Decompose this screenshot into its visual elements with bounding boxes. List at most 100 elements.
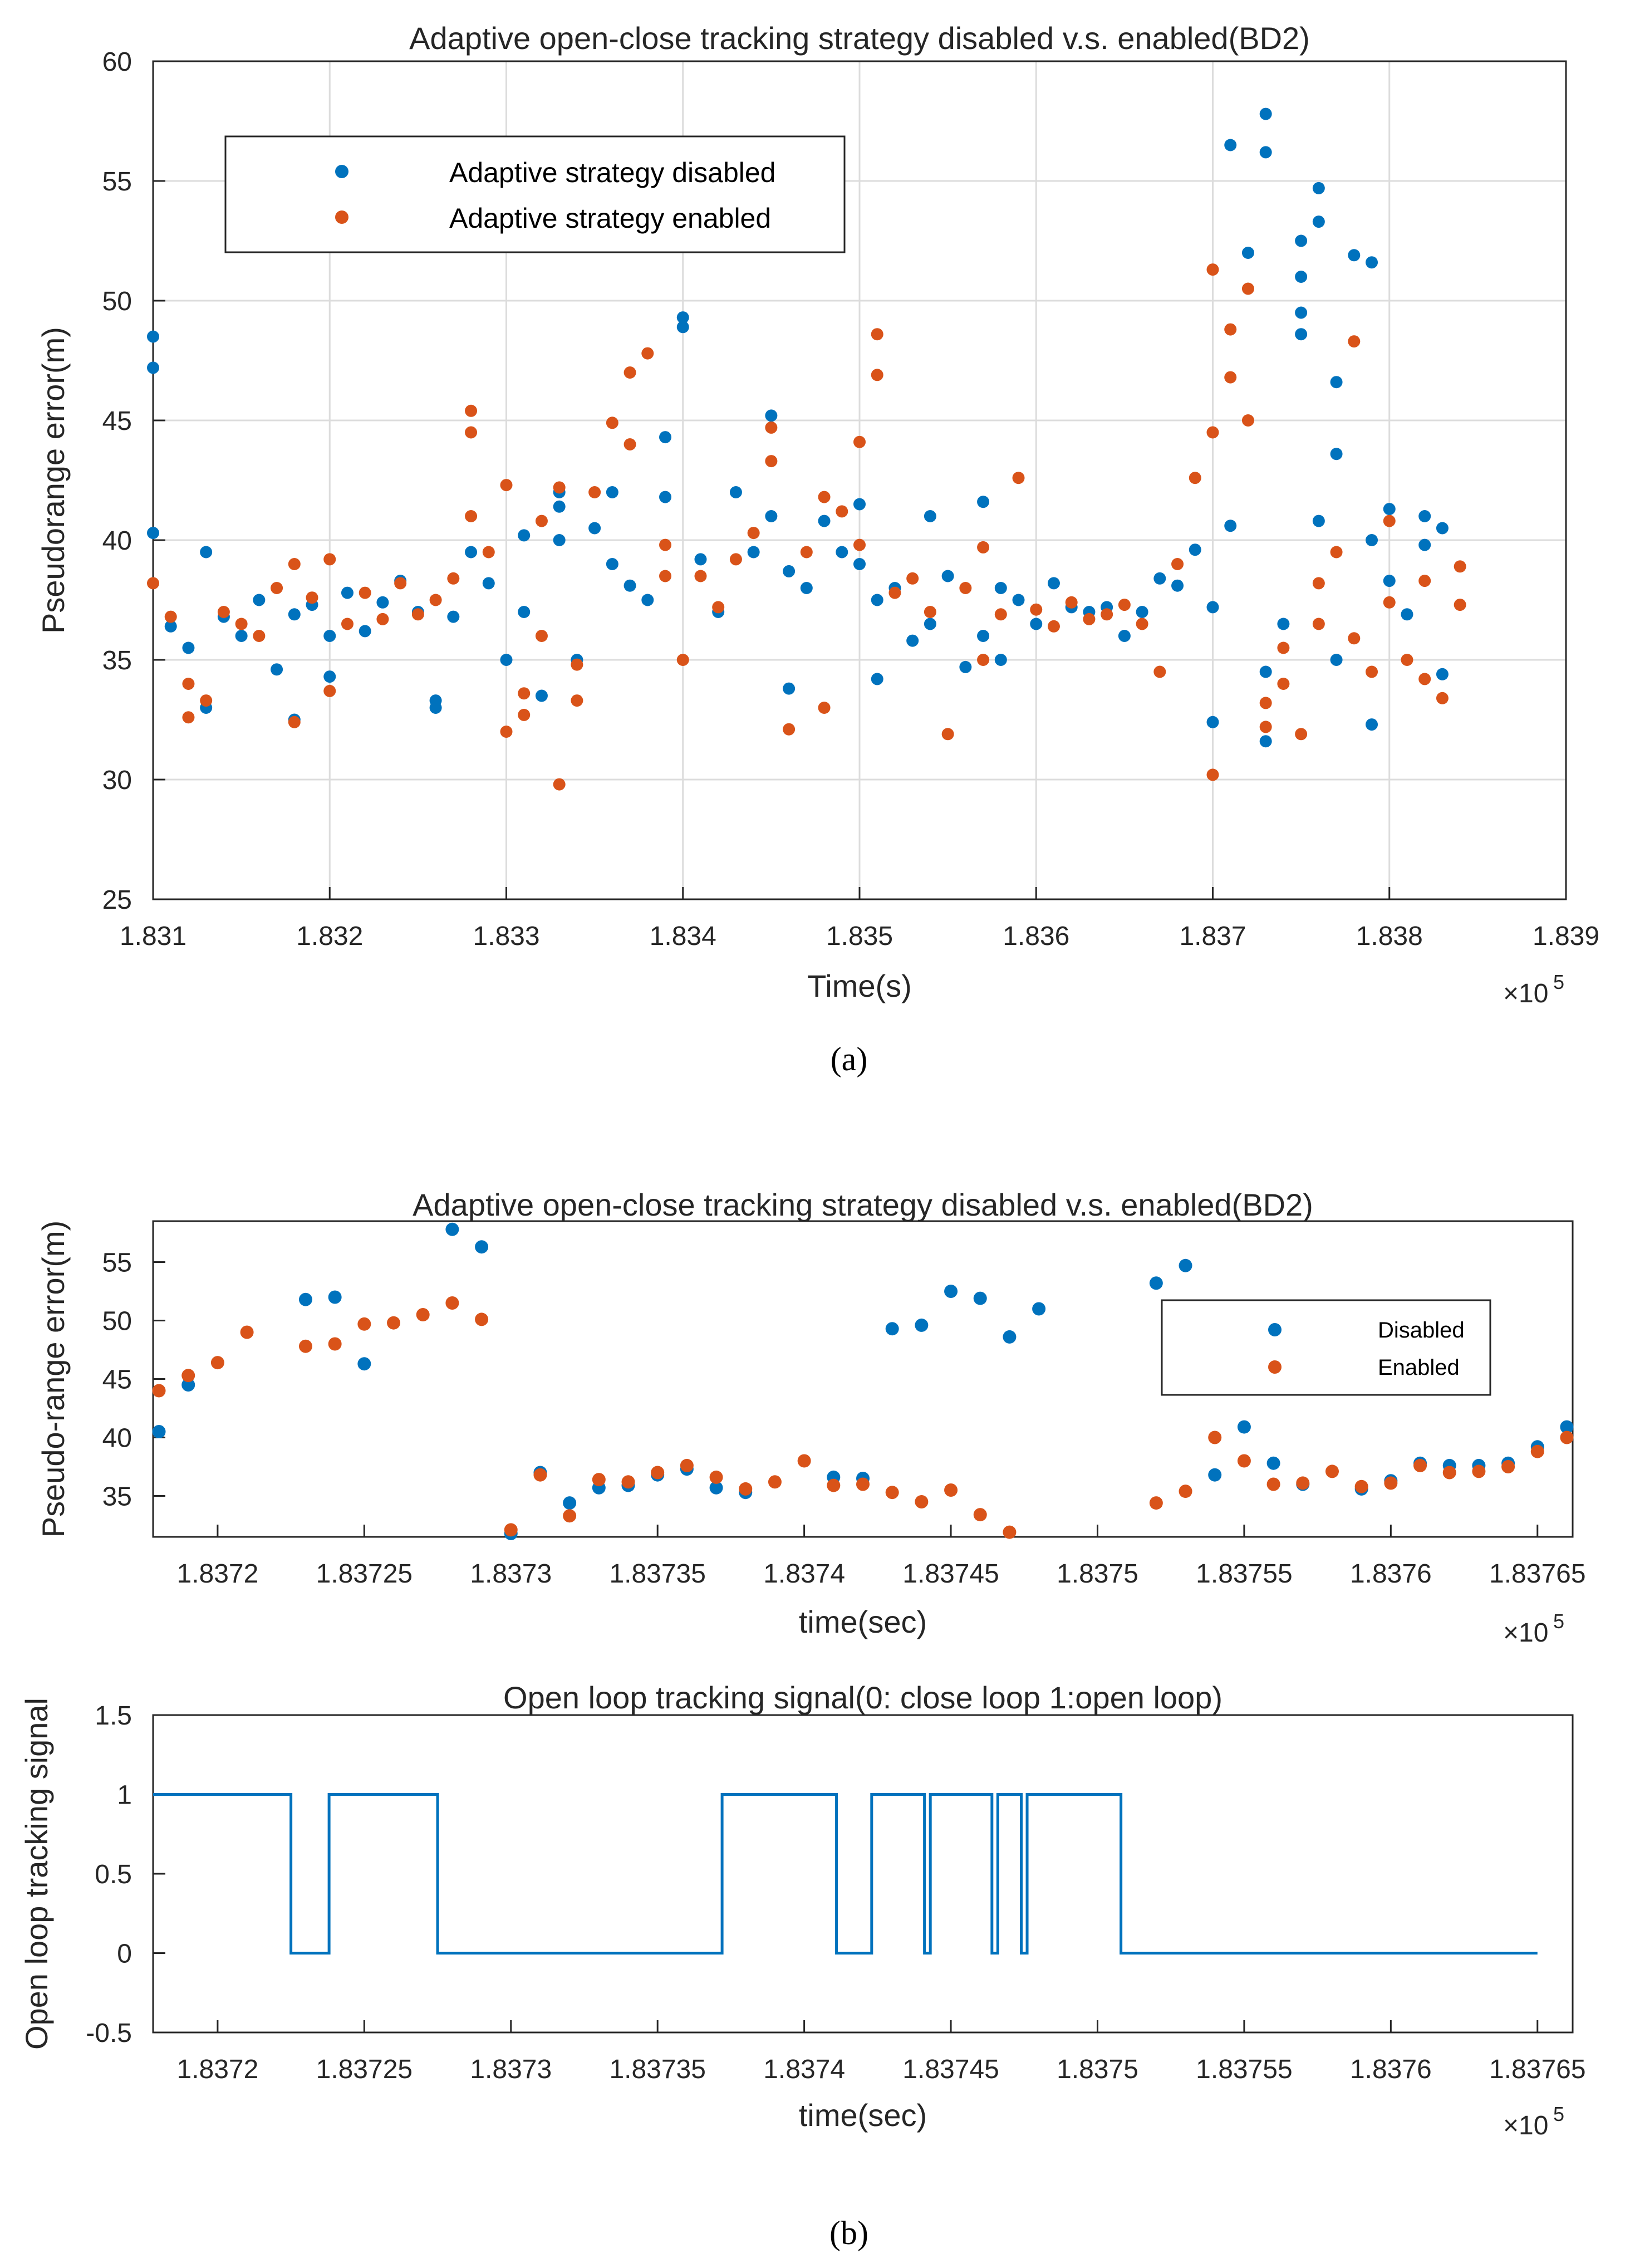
disabled-point	[1383, 575, 1396, 587]
disabled-point	[1295, 271, 1308, 283]
y-tick-label: 0	[117, 1939, 132, 1969]
enabled-point	[1560, 1431, 1574, 1444]
y-tick-label: 40	[102, 1424, 132, 1453]
disabled-point	[181, 1378, 195, 1392]
x-tick-label: 1.8374	[763, 1559, 845, 1589]
disabled-point	[1012, 594, 1025, 606]
enabled-point	[1472, 1464, 1486, 1478]
disabled-point	[641, 594, 654, 606]
disabled-point	[288, 608, 301, 621]
enabled-point	[621, 1475, 635, 1489]
disabled-point	[553, 534, 566, 546]
disabled-point	[944, 1285, 958, 1298]
disabled-point	[535, 689, 548, 702]
enabled-point	[271, 582, 283, 594]
disabled-point	[1259, 665, 1272, 678]
x-tick-label: 1.836	[1003, 922, 1069, 951]
enabled-point	[1171, 558, 1184, 570]
enabled-point	[994, 608, 1007, 621]
disabled-point	[836, 546, 848, 559]
enabled-point	[888, 586, 901, 599]
disabled-point	[977, 630, 990, 642]
enabled-point	[1047, 620, 1060, 633]
enabled-point	[482, 546, 495, 559]
enabled-point	[152, 1384, 166, 1398]
enabled-point	[783, 723, 796, 736]
disabled-point	[694, 553, 707, 566]
disabled-point	[1153, 572, 1166, 585]
chart-b2-x-exponent-base: ×10	[1503, 2111, 1548, 2140]
enabled-point	[588, 486, 601, 498]
enabled-point	[298, 1339, 312, 1353]
y-tick-label: 45	[102, 406, 132, 436]
disabled-point	[298, 1292, 312, 1306]
enabled-point	[465, 404, 478, 417]
enabled-point	[147, 577, 159, 590]
chart-b2-x-exponent: ×10 5	[1503, 2103, 1564, 2140]
enabled-point	[818, 702, 831, 714]
enabled-point	[447, 572, 460, 585]
enabled-point	[1224, 323, 1237, 336]
enabled-point	[836, 505, 848, 518]
chart-a-x-exponent: ×10 5	[1503, 971, 1564, 1008]
enabled-point	[1413, 1458, 1427, 1472]
enabled-point	[800, 546, 813, 559]
disabled-point	[1171, 579, 1184, 592]
x-tick-label: 1.83745	[902, 2055, 999, 2084]
disabled-point	[147, 527, 159, 540]
enabled-point	[885, 1486, 899, 1500]
enabled-point	[1012, 472, 1025, 484]
disabled-point	[357, 1357, 371, 1371]
disabled-point	[973, 1291, 987, 1305]
enabled-point	[797, 1454, 811, 1468]
enabled-point	[959, 582, 972, 594]
enabled-point	[1224, 371, 1237, 384]
enabled-point	[465, 510, 478, 522]
enabled-point	[1383, 515, 1396, 527]
enabled-point	[182, 678, 195, 690]
enabled-point	[553, 481, 566, 494]
chart-b1-legend-label-disabled: Disabled	[1378, 1318, 1465, 1343]
enabled-point	[818, 491, 831, 503]
disabled-point	[994, 582, 1007, 594]
enabled-point	[1206, 426, 1219, 439]
enabled-point	[1366, 665, 1378, 678]
chart-b1-y-label: Pseudo-range error(m)	[36, 1221, 71, 1538]
disabled-point	[959, 660, 972, 673]
disabled-point	[906, 634, 919, 647]
enabled-point	[906, 572, 919, 585]
disabled-point	[1312, 515, 1325, 527]
enabled-point	[606, 417, 618, 429]
enabled-point	[977, 654, 990, 666]
x-tick-label: 1.83765	[1489, 2055, 1586, 2084]
enabled-point	[535, 515, 548, 527]
disabled-point	[518, 606, 531, 618]
enabled-point	[853, 435, 866, 448]
enabled-point	[357, 1317, 371, 1331]
disabled-point	[747, 546, 760, 559]
enabled-point	[1241, 414, 1254, 427]
disabled-point	[323, 670, 336, 683]
y-tick-label: 1	[117, 1781, 132, 1810]
enabled-point	[1118, 599, 1131, 611]
x-tick-label: 1.83745	[902, 1559, 999, 1589]
disabled-point	[924, 510, 936, 522]
chart-b2-plot-frame	[152, 1714, 1574, 2034]
enabled-point	[500, 726, 513, 738]
enabled-point	[680, 1458, 694, 1472]
y-tick-label: 35	[102, 1482, 132, 1512]
y-tick-label: 0.5	[95, 1860, 132, 1889]
enabled-point	[709, 1470, 723, 1484]
chart-a-legend: Adaptive strategy disabled Adaptive stra…	[224, 135, 846, 253]
disabled-point	[1206, 716, 1219, 728]
x-tick-label: 1.83765	[1489, 1559, 1586, 1589]
disabled-point	[253, 594, 266, 606]
enabled-point	[518, 708, 531, 721]
enabled-point	[411, 608, 424, 621]
enabled-point	[651, 1466, 665, 1480]
chart-b1-x-exponent-power: 5	[1553, 1610, 1564, 1633]
enabled-point	[659, 570, 672, 582]
enabled-point	[288, 558, 301, 570]
y-tick-label: 25	[102, 885, 132, 915]
chart-b1-title: Adaptive open-close tracking strategy di…	[413, 1187, 1313, 1222]
